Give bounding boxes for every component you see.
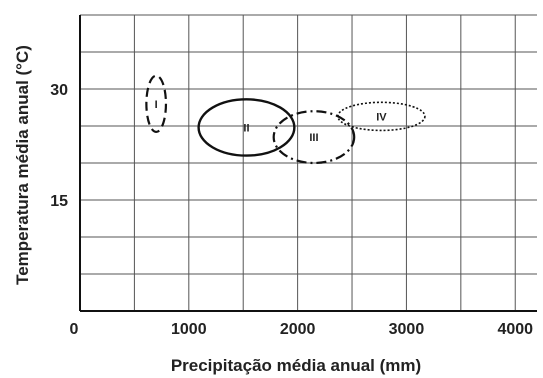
region-ellipse-i: [145, 74, 168, 134]
region-ellipse-ii: [197, 98, 296, 157]
x-tick-label: 2000: [280, 321, 316, 338]
region-ellipse-iv: [337, 101, 426, 132]
y-tick-label: 15: [50, 193, 68, 210]
x-tick-label: 3000: [389, 321, 425, 338]
x-tick-label: 4000: [497, 321, 533, 338]
region-label-ii: II: [243, 122, 249, 134]
region-label-iii: III: [309, 132, 318, 144]
x-axis-label: Precipitação média anual (mm): [171, 356, 421, 375]
y-tick-label: 30: [50, 82, 68, 99]
y-axis-label: Temperatura média anual (°C): [13, 45, 32, 285]
region-ellipse-iii: [272, 110, 356, 165]
x-tick-label: 1000: [171, 321, 207, 338]
axes: [79, 15, 537, 312]
tick-labels: 0 1000 2000 3000 4000 15 30: [50, 82, 533, 338]
region-label-iv: IV: [376, 111, 387, 123]
grid: [80, 14, 537, 311]
x-tick-label: 0: [70, 321, 79, 338]
region-label-i: I: [155, 99, 158, 111]
